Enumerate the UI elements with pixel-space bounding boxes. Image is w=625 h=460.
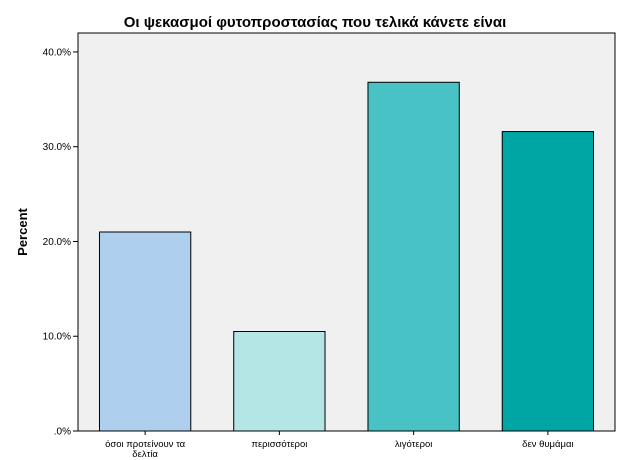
bar: [233, 331, 326, 432]
x-tick-label: δεν θυμάμαι: [522, 439, 573, 450]
y-tick-label: 10.0%: [43, 332, 71, 343]
y-axis-ticks: .0% 10.0% 20.0% 30.0% 40.0%: [43, 47, 78, 438]
bar: [367, 81, 460, 432]
y-tick-label: .0%: [54, 427, 71, 438]
x-tick-label: όσοι προτείνουν τα δελτία: [105, 439, 186, 460]
y-tick-label: 20.0%: [43, 237, 71, 248]
x-axis-labels: όσοι προτείνουν τα δελτία περισσότεροι λιγό…: [105, 431, 574, 460]
x-tick-label: λιγότεροι: [395, 439, 433, 450]
y-tick-label: 30.0%: [43, 142, 71, 153]
bar: [98, 231, 192, 432]
bars: [98, 81, 595, 432]
y-axis-label: Percent: [15, 207, 30, 255]
chart-title: Οι ψεκασμοί φυτοπροστασίας που τελικά κά…: [124, 14, 507, 31]
y-tick-label: 40.0%: [43, 47, 71, 58]
bar: [501, 131, 595, 432]
x-tick-label: περισσότεροι: [251, 439, 307, 450]
